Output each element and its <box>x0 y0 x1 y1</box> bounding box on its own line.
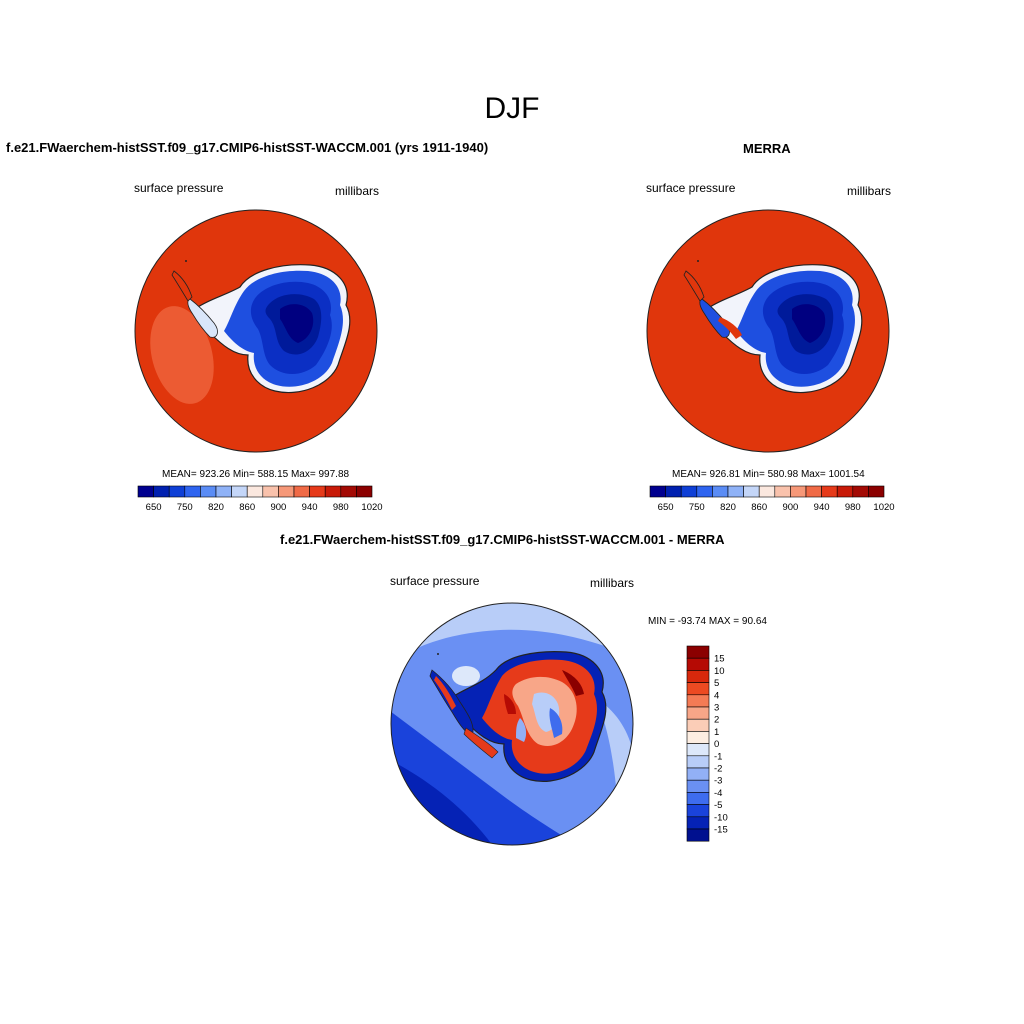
obs-colorbar-swatch <box>712 485 729 498</box>
model-colorbar-tick-label: 750 <box>177 502 193 513</box>
obs-units-label: millibars <box>847 184 892 198</box>
obs-colorbar-swatch <box>805 485 822 498</box>
obs-field-label: surface pressure <box>646 181 736 195</box>
model-colorbar-swatch <box>262 485 279 498</box>
diff-colorbar-tick-label: 5 <box>714 678 719 689</box>
diff-colorbar-tick-label: 1 <box>714 727 719 738</box>
diff-colorbar-swatch <box>686 804 710 818</box>
diff-colorbar-swatch <box>686 670 710 683</box>
diff-panel-title: f.e21.FWaerchem-histSST.f09_g17.CMIP6-hi… <box>280 532 725 547</box>
diff-colorbar-tick-label: -3 <box>714 776 722 787</box>
model-colorbar-swatch <box>153 485 170 498</box>
obs-colorbar-tick-label: 860 <box>751 502 767 513</box>
obs-colorbar-tick-label: 750 <box>689 502 705 513</box>
diff-colorbar-tick-label: 3 <box>714 703 719 714</box>
diff-field-label: surface pressure <box>390 574 480 588</box>
obs-colorbar: 650 750 820 860 900 940 980 1020 <box>649 485 895 513</box>
obs-colorbar-swatch <box>821 485 838 498</box>
model-colorbar-tick-label: 900 <box>270 502 286 513</box>
model-colorbar-tick-label: 980 <box>333 502 349 513</box>
diff-colorbar-swatch <box>686 828 710 842</box>
diff-colorbar-tick-label: 4 <box>714 690 719 701</box>
diff-colorbar-swatch <box>686 682 710 696</box>
diff-colorbar-swatch <box>686 792 710 805</box>
model-colorbar-swatch <box>356 485 373 498</box>
model-polar-map <box>134 209 378 453</box>
model-colorbar-swatch <box>246 485 264 498</box>
obs-panel-title: MERRA <box>743 141 791 156</box>
diff-colorbar-swatch <box>686 767 710 781</box>
diff-colorbar-swatch <box>686 645 710 659</box>
pressure-anomaly-region <box>150 306 214 404</box>
obs-colorbar-swatch <box>696 485 713 498</box>
diff-colorbar-swatch <box>686 718 710 732</box>
obs-stats: MEAN= 926.81 Min= 580.98 Max= 1001.54 <box>672 469 865 480</box>
diff-colorbar-swatch <box>686 657 710 671</box>
obs-colorbar-swatch <box>868 485 885 498</box>
model-colorbar-tick-label: 1020 <box>361 502 382 513</box>
model-colorbar-tick-label: 940 <box>302 502 318 513</box>
model-colorbar-swatch <box>184 485 201 498</box>
model-colorbar-swatch <box>278 485 295 498</box>
diff-colorbar-swatch <box>686 816 710 830</box>
diff-units-label: millibars <box>590 576 635 590</box>
diff-colorbar-tick-label: 15 <box>714 654 725 665</box>
diff-colorbar-tick-label: 2 <box>714 715 719 726</box>
model-colorbar-tick-label: 860 <box>239 502 255 513</box>
obs-colorbar-swatch <box>758 485 776 498</box>
diff-colorbar-tick-label: 0 <box>714 739 719 750</box>
diff-colorbar-swatch <box>686 706 710 720</box>
model-colorbar-swatch <box>324 485 342 498</box>
model-colorbar-swatch <box>168 485 186 498</box>
diff-colorbar-tick-label: -5 <box>714 800 722 811</box>
obs-polar-map <box>646 209 890 453</box>
obs-colorbar-tick-label: 900 <box>782 502 798 513</box>
model-colorbar-tick-label: 650 <box>146 502 162 513</box>
model-colorbar-swatch <box>340 485 357 498</box>
diff-colorbar-swatch <box>686 743 710 757</box>
model-panel-title: f.e21.FWaerchem-histSST.f09_g17.CMIP6-hi… <box>6 140 489 155</box>
diff-colorbar-swatch <box>686 755 710 769</box>
obs-colorbar-swatch <box>665 485 682 498</box>
obs-colorbar-tick-label: 650 <box>658 502 674 513</box>
obs-colorbar-swatch <box>852 485 869 498</box>
diff-colorbar-swatch <box>686 779 710 793</box>
diff-colorbar-tick-label: -2 <box>714 764 722 775</box>
obs-colorbar-tick-label: 1020 <box>873 502 894 513</box>
figure-title: DJF <box>484 92 540 125</box>
obs-colorbar-swatch <box>836 485 854 498</box>
model-colorbar-swatch <box>137 485 154 498</box>
diff-colorbar-swatch <box>686 731 710 744</box>
diff-colorbar-tick-label: -1 <box>714 751 722 762</box>
model-units-label: millibars <box>335 184 380 198</box>
diff-stats: MIN = -93.74 MAX = 90.64 <box>648 616 767 627</box>
model-stats: MEAN= 923.26 Min= 588.15 Max= 997.88 <box>162 469 350 480</box>
obs-colorbar-tick-label: 940 <box>814 502 830 513</box>
obs-colorbar-swatch <box>743 485 760 498</box>
diff-colorbar-tick-label: -10 <box>714 812 728 823</box>
obs-colorbar-swatch <box>649 485 666 498</box>
model-colorbar-swatch <box>231 485 248 498</box>
model-field-label: surface pressure <box>134 181 224 195</box>
diff-colorbar-swatch <box>686 694 710 708</box>
obs-colorbar-swatch <box>790 485 807 498</box>
obs-colorbar-swatch <box>680 485 698 498</box>
diff-colorbar-tick-label: -4 <box>714 788 722 799</box>
model-colorbar-swatch <box>200 485 217 498</box>
obs-colorbar-swatch <box>774 485 791 498</box>
model-colorbar: 650 750 820 860 900 940 980 1020 <box>137 485 383 513</box>
model-colorbar-swatch <box>215 485 232 498</box>
obs-colorbar-tick-label: 820 <box>720 502 736 513</box>
diff-colorbar-tick-label: -15 <box>714 825 728 836</box>
model-colorbar-tick-label: 820 <box>208 502 224 513</box>
obs-colorbar-tick-label: 980 <box>845 502 861 513</box>
diff-colorbar-tick-label: 10 <box>714 666 725 677</box>
model-colorbar-swatch <box>309 485 326 498</box>
obs-colorbar-swatch <box>727 485 744 498</box>
diff-polar-map <box>390 602 634 846</box>
model-colorbar-swatch <box>293 485 310 498</box>
